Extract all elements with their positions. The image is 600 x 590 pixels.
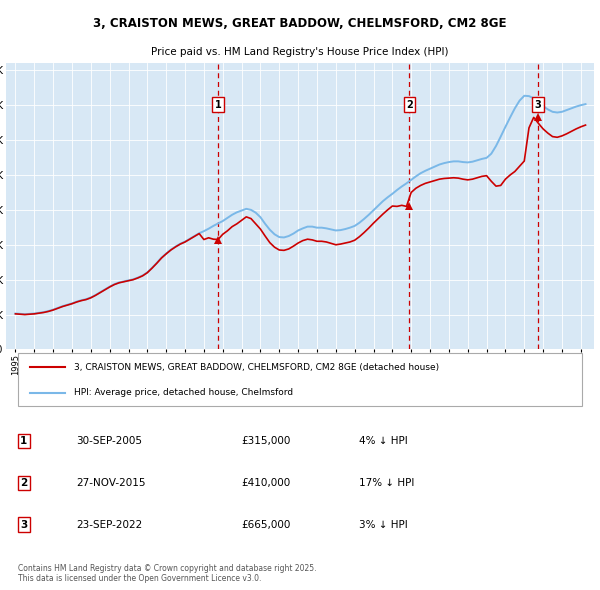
Text: 23-SEP-2022: 23-SEP-2022	[77, 520, 143, 530]
Text: 3: 3	[535, 100, 541, 110]
Text: 2: 2	[20, 478, 27, 488]
Text: Contains HM Land Registry data © Crown copyright and database right 2025.
This d: Contains HM Land Registry data © Crown c…	[18, 564, 316, 584]
Text: 27-NOV-2015: 27-NOV-2015	[77, 478, 146, 488]
Text: 3, CRAISTON MEWS, GREAT BADDOW, CHELMSFORD, CM2 8GE (detached house): 3, CRAISTON MEWS, GREAT BADDOW, CHELMSFO…	[74, 363, 439, 372]
FancyBboxPatch shape	[18, 353, 582, 406]
Text: £410,000: £410,000	[241, 478, 290, 488]
Text: 4% ↓ HPI: 4% ↓ HPI	[359, 436, 407, 446]
Text: 1: 1	[20, 436, 27, 446]
Text: £665,000: £665,000	[241, 520, 290, 530]
Text: 17% ↓ HPI: 17% ↓ HPI	[359, 478, 414, 488]
Text: Price paid vs. HM Land Registry's House Price Index (HPI): Price paid vs. HM Land Registry's House …	[151, 47, 449, 57]
Text: 3, CRAISTON MEWS, GREAT BADDOW, CHELMSFORD, CM2 8GE: 3, CRAISTON MEWS, GREAT BADDOW, CHELMSFO…	[93, 17, 507, 30]
Text: 3% ↓ HPI: 3% ↓ HPI	[359, 520, 407, 530]
Text: £315,000: £315,000	[241, 436, 290, 446]
Text: 2: 2	[406, 100, 413, 110]
Text: 3: 3	[20, 520, 27, 530]
Text: 1: 1	[215, 100, 221, 110]
Text: 30-SEP-2005: 30-SEP-2005	[77, 436, 143, 446]
Text: HPI: Average price, detached house, Chelmsford: HPI: Average price, detached house, Chel…	[74, 388, 293, 397]
